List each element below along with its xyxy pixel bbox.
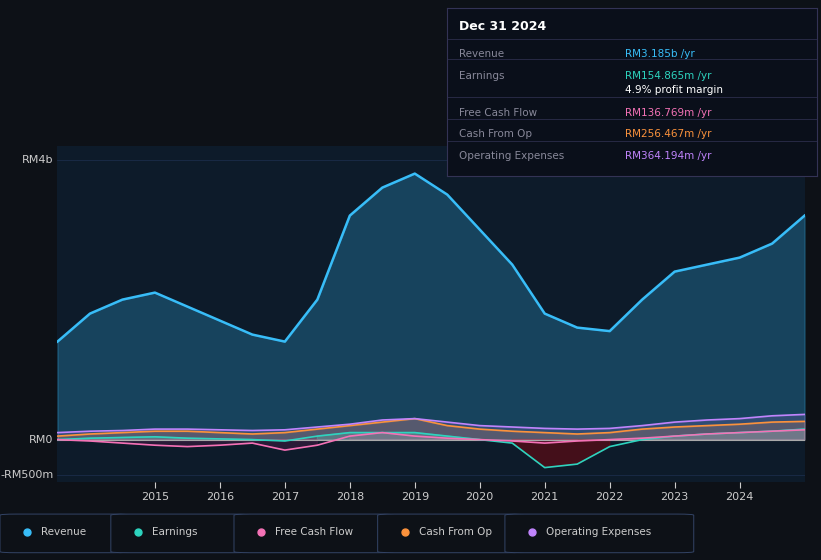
Text: Free Cash Flow: Free Cash Flow bbox=[275, 527, 353, 537]
Text: Earnings: Earnings bbox=[459, 71, 504, 81]
Text: Revenue: Revenue bbox=[41, 527, 86, 537]
Text: RM3.185b /yr: RM3.185b /yr bbox=[625, 49, 695, 59]
Text: Earnings: Earnings bbox=[152, 527, 197, 537]
FancyBboxPatch shape bbox=[234, 514, 394, 553]
Text: Cash From Op: Cash From Op bbox=[419, 527, 492, 537]
Text: Operating Expenses: Operating Expenses bbox=[459, 151, 564, 161]
FancyBboxPatch shape bbox=[378, 514, 524, 553]
Text: RM4b: RM4b bbox=[22, 155, 53, 165]
Text: Revenue: Revenue bbox=[459, 49, 503, 59]
Text: RM0: RM0 bbox=[30, 435, 53, 445]
FancyBboxPatch shape bbox=[111, 514, 249, 553]
Text: RM256.467m /yr: RM256.467m /yr bbox=[625, 129, 711, 139]
Text: 4.9% profit margin: 4.9% profit margin bbox=[625, 85, 722, 95]
Text: RM136.769m /yr: RM136.769m /yr bbox=[625, 108, 711, 118]
Text: Dec 31 2024: Dec 31 2024 bbox=[459, 20, 546, 33]
Text: Operating Expenses: Operating Expenses bbox=[546, 527, 651, 537]
FancyBboxPatch shape bbox=[0, 514, 130, 553]
Text: Cash From Op: Cash From Op bbox=[459, 129, 531, 139]
Text: -RM500m: -RM500m bbox=[1, 470, 53, 479]
Text: Free Cash Flow: Free Cash Flow bbox=[459, 108, 537, 118]
FancyBboxPatch shape bbox=[505, 514, 694, 553]
Text: RM154.865m /yr: RM154.865m /yr bbox=[625, 71, 711, 81]
Text: RM364.194m /yr: RM364.194m /yr bbox=[625, 151, 711, 161]
